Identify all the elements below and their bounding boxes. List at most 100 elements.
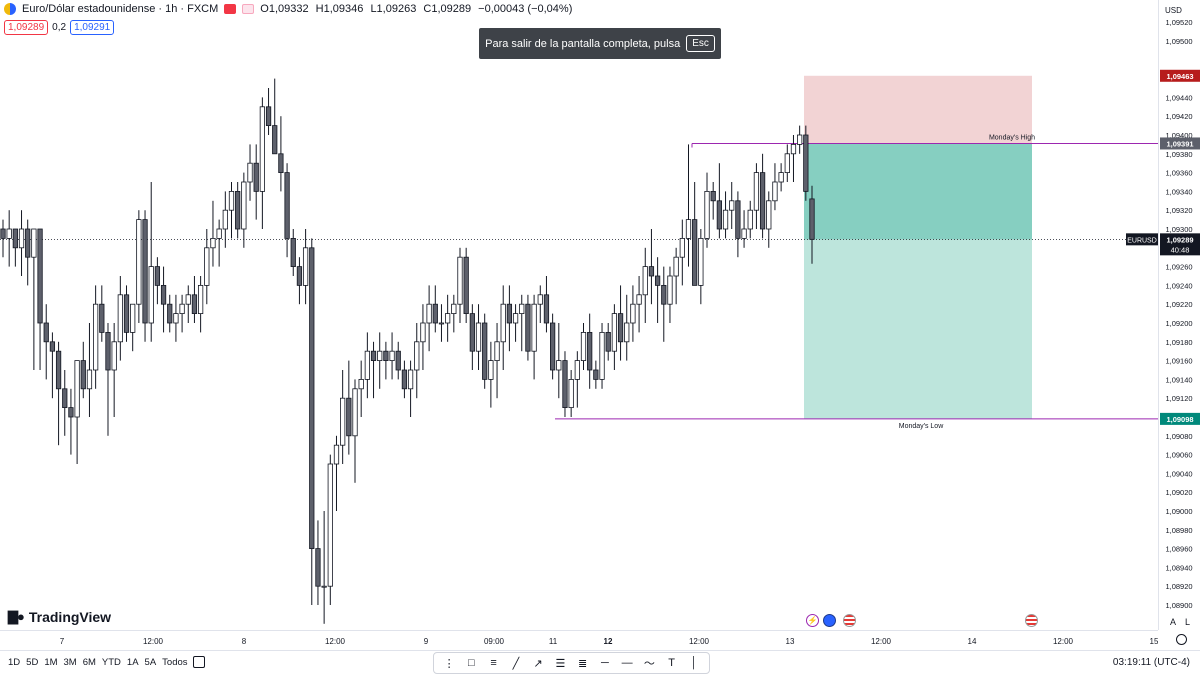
candle[interactable] [457, 247, 463, 323]
candle[interactable] [741, 210, 747, 248]
candle[interactable] [222, 191, 228, 248]
range-button[interactable]: 3M [63, 657, 77, 668]
candle[interactable] [506, 285, 513, 352]
candle[interactable] [519, 294, 525, 352]
candle[interactable] [654, 257, 661, 323]
candle[interactable] [99, 285, 105, 342]
candle[interactable] [259, 97, 265, 229]
candle[interactable] [568, 370, 574, 417]
open-profit-zone[interactable] [804, 143, 1032, 240]
range-button[interactable]: 1A [126, 657, 139, 668]
candle[interactable] [593, 360, 599, 389]
symbol-title[interactable]: Euro/Dólar estadounidense · 1h · FXCM [22, 3, 219, 15]
candle[interactable] [210, 200, 216, 267]
candle[interactable] [420, 304, 426, 370]
candle[interactable] [451, 294, 457, 333]
candle[interactable] [790, 135, 797, 182]
candle[interactable] [364, 332, 370, 399]
vertical-line-icon[interactable]: │ [690, 657, 698, 669]
candle[interactable] [315, 520, 321, 605]
candle[interactable] [759, 153, 766, 239]
range-button[interactable]: 1D [8, 657, 21, 668]
currency-label[interactable]: USD [1165, 6, 1182, 15]
esc-key[interactable]: Esc [686, 35, 715, 52]
candle[interactable] [302, 229, 309, 305]
candle[interactable] [469, 304, 475, 370]
candle[interactable] [142, 210, 148, 342]
candle[interactable] [86, 323, 93, 417]
candle[interactable] [31, 228, 37, 370]
candle[interactable] [716, 163, 722, 239]
candle[interactable] [537, 285, 543, 323]
candle[interactable] [580, 323, 587, 370]
candlestick-chart[interactable]: Monday's High Monday's Low EURUSD [0, 0, 1158, 630]
candle[interactable] [247, 144, 253, 201]
candle[interactable] [130, 303, 136, 352]
path-tool-icon[interactable]: 〜 [643, 658, 655, 670]
candle[interactable] [704, 172, 710, 248]
fib-tool-icon[interactable]: ≡ [490, 657, 497, 669]
candle[interactable] [370, 341, 377, 399]
candle[interactable] [543, 276, 550, 333]
range-button[interactable]: 1M [44, 657, 58, 668]
candle[interactable] [235, 182, 241, 239]
candle[interactable] [445, 294, 451, 342]
candle[interactable] [661, 266, 667, 342]
candle[interactable] [463, 247, 469, 323]
candle[interactable] [512, 304, 519, 342]
candle[interactable] [624, 294, 630, 361]
candle[interactable] [272, 78, 278, 155]
candle[interactable] [80, 341, 86, 399]
parallel-channel-icon[interactable]: ☰ [555, 657, 566, 670]
candle[interactable] [241, 172, 247, 248]
candle[interactable] [587, 313, 593, 389]
candle[interactable] [809, 185, 815, 264]
candle[interactable] [617, 285, 624, 361]
candle[interactable] [395, 341, 401, 380]
candle[interactable] [204, 229, 210, 305]
candle[interactable] [358, 360, 364, 417]
event-dot-icon[interactable] [823, 614, 836, 627]
candle[interactable] [729, 182, 735, 229]
candle[interactable] [766, 191, 772, 248]
time-axis[interactable]: 7 12:00 8 12:00 9 09:00 11 12 12:00 13 12:00 14 12:0… [0, 630, 1158, 650]
candle[interactable] [772, 163, 778, 211]
range-button[interactable]: 5A [144, 657, 157, 668]
candle[interactable] [160, 266, 167, 333]
candle[interactable] [55, 341, 62, 446]
candle[interactable] [321, 511, 327, 624]
candle[interactable] [673, 247, 679, 305]
drag-handle-icon[interactable]: ⋮ [443, 657, 455, 670]
candle[interactable] [377, 332, 383, 389]
price-axis[interactable]: 1,09520 1,09500 1,09440 1,09420 1,09400 1,093… [1158, 0, 1200, 630]
range-button[interactable]: 6M [82, 657, 96, 668]
candle[interactable] [389, 332, 395, 380]
candle[interactable] [636, 276, 642, 333]
candle[interactable] [179, 294, 185, 333]
candle[interactable] [494, 323, 500, 399]
candle[interactable] [667, 266, 673, 323]
candle[interactable] [327, 454, 333, 605]
candle[interactable] [25, 219, 31, 286]
candle[interactable] [482, 313, 488, 389]
range-button[interactable]: 5D [26, 657, 39, 668]
sell-button[interactable]: 1,09289 [4, 20, 49, 35]
candle[interactable] [475, 304, 482, 370]
candle[interactable] [74, 360, 80, 464]
candle[interactable] [333, 435, 340, 511]
candle[interactable] [191, 276, 198, 323]
candle[interactable] [710, 182, 716, 220]
candle[interactable] [216, 219, 222, 267]
dividend-bolt-icon[interactable]: ⚡ [806, 614, 819, 627]
candle[interactable] [562, 351, 568, 417]
calendar-icon[interactable] [193, 656, 205, 668]
candle[interactable] [488, 341, 494, 408]
candle[interactable] [290, 229, 296, 276]
candle[interactable] [105, 323, 111, 436]
candle[interactable] [284, 163, 290, 258]
buy-button[interactable]: 1,09291 [70, 20, 115, 35]
candle[interactable] [197, 276, 204, 333]
trendline-tool-icon[interactable]: ╱ [512, 657, 520, 670]
candle[interactable] [148, 182, 154, 342]
candle[interactable] [123, 285, 130, 342]
